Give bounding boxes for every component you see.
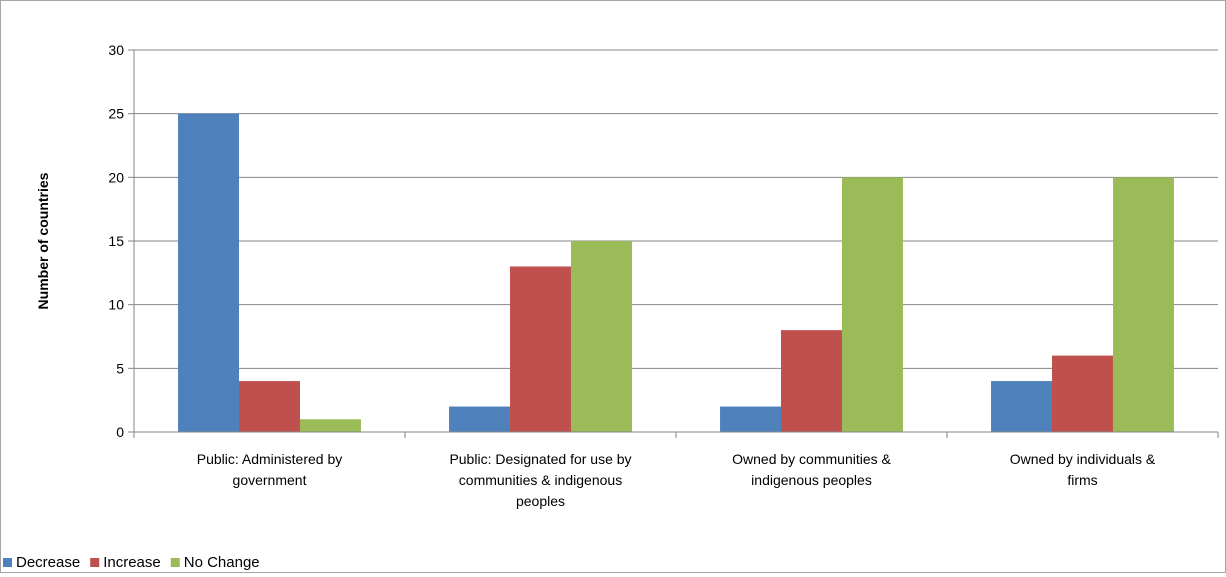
category-label: Owned by individuals & firms — [1010, 451, 1156, 488]
bars — [178, 113, 1174, 433]
y-tick-label: 30 — [108, 42, 124, 58]
y-tick-label: 20 — [108, 169, 124, 185]
legend-label: Decrease — [16, 554, 80, 571]
bar-decrease — [720, 406, 782, 432]
bar-decrease — [991, 381, 1053, 432]
bar-no-change — [299, 419, 361, 432]
y-tick-label: 5 — [116, 360, 124, 376]
legend-swatch — [3, 558, 12, 567]
y-tick-label: 15 — [108, 233, 124, 249]
bar-no-change — [841, 177, 903, 432]
bar-no-change — [570, 241, 632, 432]
y-tick-label: 25 — [108, 106, 124, 122]
y-tick-label: 0 — [116, 424, 124, 440]
y-tick-labels: 0 5 10 15 20 25 30 — [108, 42, 124, 440]
bar-decrease — [178, 113, 240, 433]
category-label: Public: Administered by government — [197, 451, 343, 488]
bar-increase — [510, 266, 571, 432]
bar-decrease — [449, 406, 511, 432]
y-axis-title: Number of countries — [35, 172, 51, 309]
axes — [128, 49, 1219, 438]
bar-no-change — [1112, 177, 1174, 432]
category-label: Public: Designated for use by communities… — [449, 451, 631, 509]
bar-increase — [1052, 355, 1113, 432]
legend: Decrease Increase No Change — [3, 554, 260, 571]
bar-increase — [781, 330, 842, 432]
category-label: Owned by communities & indigenous peoples — [732, 451, 891, 488]
y-tick-label: 10 — [108, 297, 124, 313]
legend-swatch — [170, 558, 180, 567]
category-labels: Public: Administered by government Public:… — [197, 451, 1156, 509]
legend-label: No Change — [184, 554, 260, 571]
legend-swatch — [90, 558, 100, 567]
legend-label: Increase — [103, 554, 161, 571]
gridlines — [134, 49, 1218, 369]
bar-increase — [239, 381, 300, 432]
